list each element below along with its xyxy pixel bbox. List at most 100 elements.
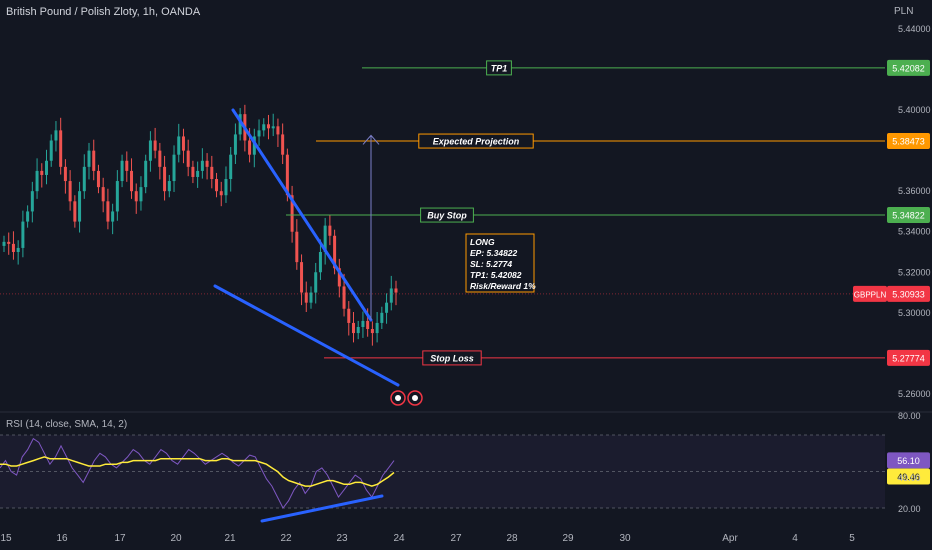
candle-body — [229, 154, 233, 180]
candle-body — [16, 247, 20, 252]
info-box-line: EP: 5.34822 — [470, 248, 518, 258]
time-label: 29 — [562, 533, 574, 544]
candle-body — [78, 191, 82, 222]
time-label: 20 — [170, 533, 182, 544]
price-tick-label: 5.36000 — [898, 186, 931, 196]
candle-body — [337, 268, 341, 287]
symbol-tag: GBPPLN — [854, 290, 887, 299]
symbol-title: British Pound / Polish Zloty, 1h, OANDA — [6, 6, 201, 18]
candle-body — [281, 134, 285, 155]
candle-body — [115, 181, 119, 212]
candle-body — [342, 286, 346, 309]
candle-body — [158, 150, 162, 167]
candle-body — [106, 201, 110, 222]
candle-body — [59, 130, 63, 167]
candle-body — [252, 136, 256, 155]
rsi-pane: 56.10 49.46 — [0, 434, 930, 523]
candle-body — [181, 136, 185, 151]
candle-body — [295, 231, 299, 263]
candle-body — [389, 288, 393, 303]
candle-body — [361, 320, 365, 327]
candle-body — [153, 140, 157, 151]
price-tick-label: 5.34000 — [898, 227, 931, 237]
candle-body — [96, 170, 100, 188]
rsi-tick-label: 80.00 — [898, 411, 921, 421]
rsi-band — [0, 435, 885, 508]
lower-trendline — [213, 284, 400, 387]
stop-loss-label-box — [422, 350, 482, 366]
candle-body — [300, 262, 304, 293]
candle-body — [266, 124, 270, 129]
candle-body — [26, 211, 30, 222]
info-box — [465, 233, 535, 293]
rsi-title: RSI (14, close, SMA, 14, 2) — [6, 419, 128, 430]
candle-body — [224, 179, 228, 196]
candle-body — [21, 221, 25, 248]
candle-body — [191, 166, 195, 177]
candle-body — [248, 140, 252, 155]
stop-loss-price-tag: 5.27774 — [892, 353, 925, 363]
candle-body — [54, 130, 58, 141]
stop-loss-label: Stop Loss — [430, 353, 474, 363]
candle-body — [380, 312, 384, 323]
candle-body — [111, 211, 115, 222]
price-tick-label: 5.32000 — [898, 267, 931, 277]
candle-body — [177, 136, 181, 155]
candle-body — [167, 181, 171, 192]
rsi-divergence-line — [260, 494, 384, 523]
candle-body — [144, 160, 148, 188]
upper-trendline — [231, 108, 373, 322]
rsi-sma-tag-bg — [887, 468, 930, 485]
price-tick-label: 5.26000 — [898, 389, 931, 399]
candle-body — [125, 160, 129, 171]
rsi-sma-line — [0, 456, 395, 487]
candle-body — [172, 154, 176, 182]
candle-body — [370, 329, 374, 334]
tp1-label-box — [486, 60, 512, 76]
candle-body — [314, 272, 318, 293]
projection-price-tag: 5.38473 — [892, 137, 925, 147]
candle-body — [238, 114, 242, 135]
projection-arrow-head — [362, 134, 380, 145]
candle-body — [200, 160, 204, 171]
price-tick-label: 5.40000 — [898, 105, 931, 115]
candle-body — [219, 191, 223, 196]
candle-body — [290, 195, 294, 232]
event-flag-dot — [412, 395, 418, 401]
candle-body — [394, 288, 398, 293]
time-label: 5 — [849, 533, 855, 544]
buy-stop-price-tag: 5.34822 — [892, 211, 925, 221]
time-label: 30 — [619, 533, 631, 544]
candle-body — [87, 150, 91, 167]
candle-body — [351, 322, 355, 334]
time-label: 17 — [114, 533, 126, 544]
overlays: TP1 Expected Projection Buy Stop Stop Loss 5… — [0, 59, 930, 406]
candle-body — [285, 154, 289, 196]
time-label: 27 — [450, 533, 462, 544]
candle-body — [139, 187, 143, 202]
info-box-line: TP1: 5.42082 — [470, 270, 522, 280]
candle-body — [215, 179, 219, 192]
tp1-label: TP1 — [491, 63, 508, 73]
info-box-line: Risk/Reward 1% — [470, 281, 536, 291]
projection-price-tag-bg — [887, 133, 930, 150]
candle-body — [375, 322, 379, 334]
candle-body — [30, 191, 34, 212]
candle-body — [271, 126, 275, 129]
time-label: 4 — [792, 533, 798, 544]
buy-stop-price-tag-bg — [887, 207, 930, 224]
candle-body — [2, 241, 6, 246]
candle-body — [323, 225, 327, 252]
candle-body — [333, 235, 337, 269]
rsi-value-tag: 56.10 — [897, 456, 920, 466]
buy-stop-label: Buy Stop — [427, 211, 467, 221]
candle-body — [309, 292, 313, 303]
candle-body — [186, 150, 190, 167]
axes: PLN 5.44000 5.40000 5.36000 5.34000 5.32000 5.… — [0, 6, 930, 544]
candle-body — [73, 201, 77, 222]
candle-body — [7, 241, 11, 244]
time-label: 15 — [0, 533, 12, 544]
candle-body — [49, 140, 53, 161]
candle-body — [45, 160, 49, 175]
